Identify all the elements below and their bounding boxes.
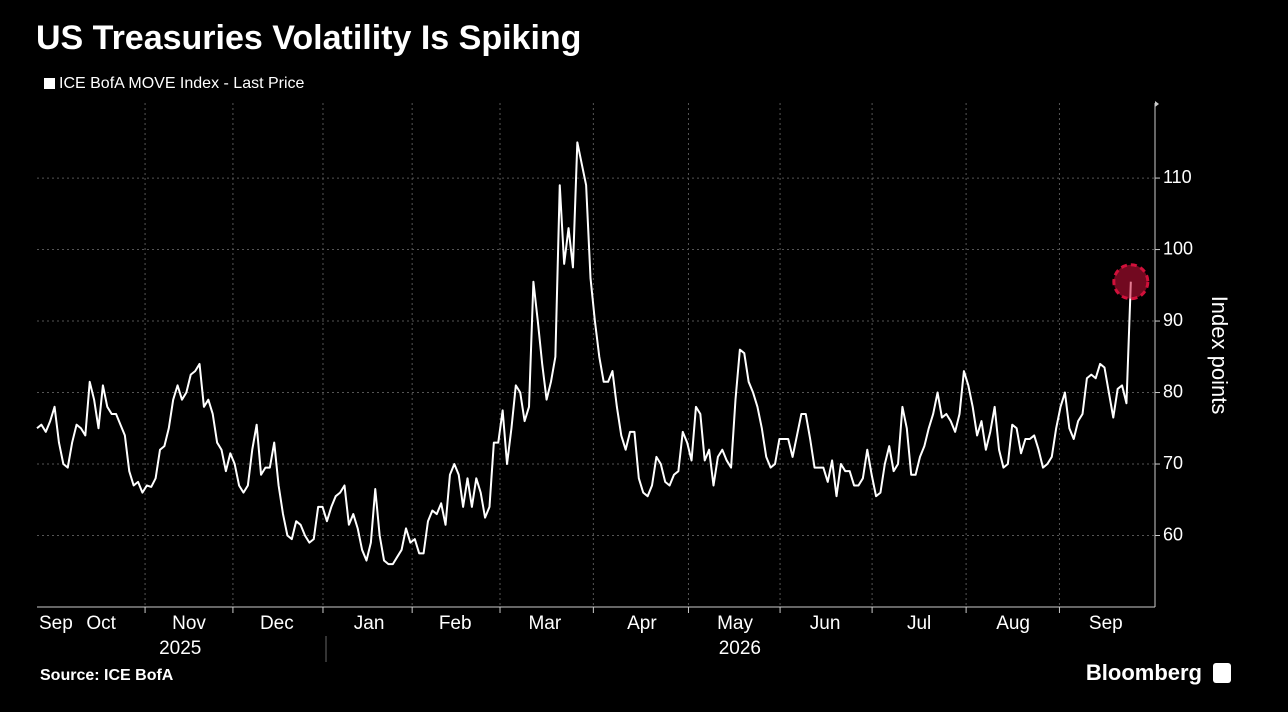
x-tick-label: Dec bbox=[260, 613, 294, 634]
x-tick-label: Jul bbox=[907, 613, 931, 634]
y-axis-label: Index points bbox=[1207, 296, 1232, 415]
chart-title: US Treasuries Volatility Is Spiking bbox=[36, 19, 581, 57]
y-tick-label: 90 bbox=[1163, 310, 1183, 330]
y-tick-label: 70 bbox=[1163, 453, 1183, 473]
x-tick-label: Sep bbox=[39, 613, 73, 634]
legend-label: ICE BofA MOVE Index - Last Price bbox=[59, 75, 305, 92]
year-label: 2026 bbox=[719, 638, 761, 659]
source: Source: ICE BofA bbox=[40, 667, 174, 684]
highlight-marker bbox=[1112, 263, 1150, 301]
y-tick-label: 110 bbox=[1163, 167, 1192, 187]
brand-icon bbox=[1213, 663, 1231, 683]
y-axis-arrow bbox=[1155, 101, 1159, 107]
legend-swatch bbox=[44, 78, 55, 89]
x-tick-label: Jun bbox=[810, 613, 841, 634]
brand: Bloomberg bbox=[1086, 660, 1202, 685]
x-tick-label: Apr bbox=[627, 613, 657, 634]
x-tick-label: Nov bbox=[172, 613, 206, 634]
x-tick-label: Feb bbox=[439, 613, 472, 634]
y-tick-label: 60 bbox=[1163, 524, 1183, 544]
x-tick-label: Sep bbox=[1089, 613, 1123, 634]
x-tick-label: Mar bbox=[528, 613, 561, 634]
x-tick-label: Jan bbox=[354, 613, 385, 634]
x-tick-label: Aug bbox=[996, 613, 1030, 634]
y-tick-label: 100 bbox=[1163, 238, 1193, 258]
series-line bbox=[36, 141, 1132, 566]
year-label: 2025 bbox=[159, 638, 201, 659]
x-tick-label: May bbox=[717, 613, 753, 634]
x-tick-label: Oct bbox=[86, 613, 116, 634]
y-tick-label: 80 bbox=[1163, 381, 1183, 401]
